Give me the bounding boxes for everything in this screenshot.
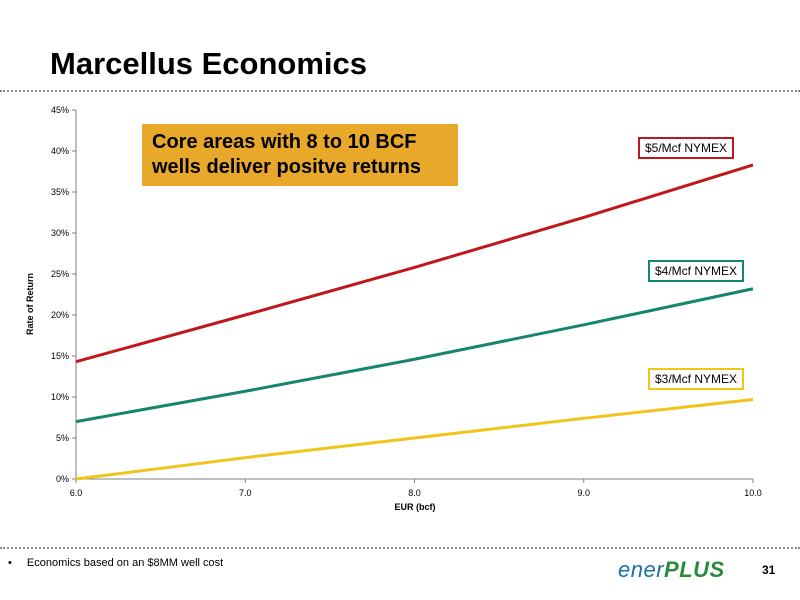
x-tick-label: 6.0	[70, 488, 83, 498]
series-line-5-mcf	[75, 163, 754, 364]
y-tick-label: 25%	[51, 269, 69, 279]
chart-ticks: 0% 5% 10% 15% 20% 25% 30% 35% 40% 45% 6.0 7.0 8.0 9.0…	[51, 105, 762, 498]
logo-text-main: ener	[618, 557, 665, 582]
y-tick-label: 20%	[51, 310, 69, 320]
x-tick-label: 8.0	[408, 488, 421, 498]
y-tick-label: 15%	[51, 351, 69, 361]
footnote-text: Economics based on an $8MM well cost	[26, 557, 224, 569]
callout-line-1: Core areas with 8 to 10 BCF	[152, 131, 417, 153]
chart-series-lines	[75, 163, 754, 481]
title-divider	[0, 90, 800, 92]
y-tick-label: 45%	[51, 105, 69, 115]
callout-line-2: wells deliver positve returns	[152, 156, 421, 178]
footer-divider	[0, 547, 800, 549]
callout-box: Core areas with 8 to 10 BCF wells delive…	[142, 124, 458, 186]
y-tick-label: 40%	[51, 146, 69, 156]
x-axis-title: EUR (bcf)	[395, 502, 436, 512]
series-line-4-mcf	[75, 287, 754, 424]
enerplus-logo: enerPLUS	[618, 557, 725, 583]
y-tick-label: 30%	[51, 228, 69, 238]
y-tick-label: 35%	[51, 187, 69, 197]
x-tick-label: 7.0	[239, 488, 252, 498]
footnote-bullet: •	[8, 557, 12, 569]
slide-title: Marcellus Economics	[50, 46, 368, 81]
x-tick-label: 10.0	[744, 488, 762, 498]
series-label-3-mcf: $3/Mcf NYMEX	[648, 368, 745, 390]
footnote: • Economics based on an $8MM well cost	[8, 557, 223, 569]
y-axis-title: Rate of Return	[25, 273, 35, 335]
x-tick-label: 9.0	[577, 488, 590, 498]
series-line-3-mcf	[75, 397, 754, 481]
line-chart: 0% 5% 10% 15% 20% 25% 30% 35% 40% 45% 6.0 7.0 8.0 9.0…	[25, 105, 762, 512]
y-tick-label: 0%	[56, 474, 69, 484]
y-tick-label: 5%	[56, 433, 69, 443]
series-label-4-mcf: $4/Mcf NYMEX	[648, 260, 745, 282]
y-tick-label: 10%	[51, 392, 69, 402]
series-label-5-mcf: $5/Mcf NYMEX	[638, 137, 735, 159]
logo-text-plus: PLUS	[664, 557, 725, 582]
page-number: 31	[762, 563, 776, 577]
